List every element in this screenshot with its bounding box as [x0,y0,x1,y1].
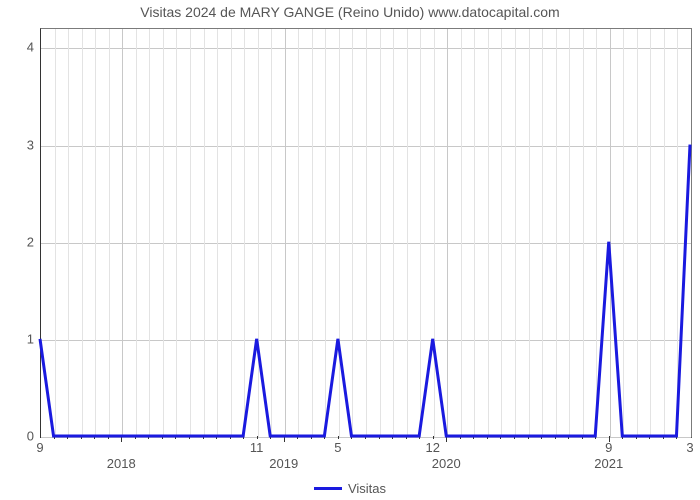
line-series [0,0,700,500]
chart-container: Visitas 2024 de MARY GANGE (Reino Unido)… [0,0,700,500]
